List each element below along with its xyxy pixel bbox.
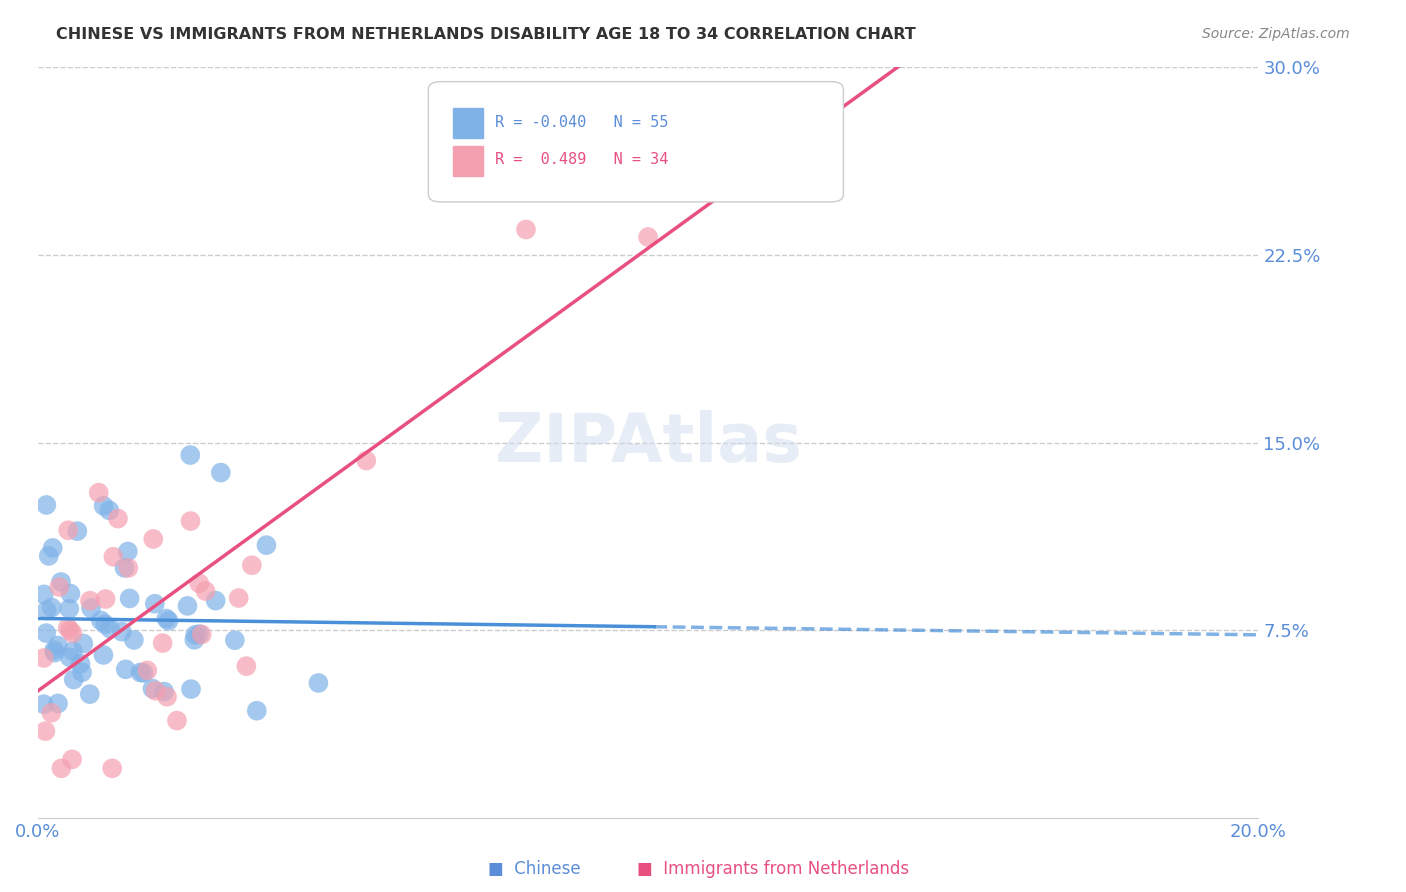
- Point: [70, 665, 93, 680]
- Point: [179, 448, 201, 462]
- Point: [32, 587, 55, 601]
- Point: [32, 697, 55, 711]
- Point: [72, 636, 94, 650]
- Point: [152, 636, 174, 650]
- Point: [60, 752, 83, 766]
- Point: [87, 485, 110, 500]
- Point: [98, 503, 121, 517]
- Point: [111, 624, 134, 639]
- Point: [141, 681, 163, 696]
- Point: [122, 632, 145, 647]
- Point: [114, 561, 136, 575]
- Point: [209, 466, 232, 480]
- Point: [183, 632, 205, 647]
- Point: [180, 514, 202, 528]
- Point: [228, 591, 250, 605]
- Point: [224, 633, 246, 648]
- Text: Source: ZipAtlas.com: Source: ZipAtlas.com: [1202, 27, 1350, 41]
- Text: R =  0.489   N = 34: R = 0.489 N = 34: [495, 153, 669, 168]
- Point: [157, 614, 180, 628]
- Point: [94, 617, 117, 632]
- Text: R = -0.040   N = 55: R = -0.040 N = 55: [495, 115, 669, 129]
- Point: [188, 627, 211, 641]
- Point: [93, 648, 115, 662]
- Point: [180, 682, 202, 697]
- Point: [56, 621, 79, 635]
- Point: [58, 601, 80, 615]
- Point: [98, 622, 121, 636]
- Point: [41, 706, 63, 720]
- Point: [117, 544, 139, 558]
- Point: [80, 601, 103, 615]
- Point: [90, 614, 112, 628]
- Point: [235, 659, 257, 673]
- Point: [49, 574, 72, 589]
- Point: [145, 683, 167, 698]
- Point: [155, 611, 177, 625]
- Point: [194, 584, 217, 599]
- Point: [79, 687, 101, 701]
- Point: [41, 541, 63, 555]
- Point: [136, 664, 159, 678]
- Text: ■  Chinese: ■ Chinese: [488, 860, 581, 878]
- Point: [44, 643, 66, 657]
- Point: [35, 626, 58, 640]
- Point: [637, 230, 659, 244]
- Point: [32, 651, 55, 665]
- Point: [114, 662, 136, 676]
- Point: [79, 593, 101, 607]
- Bar: [453, 108, 484, 138]
- Point: [118, 591, 141, 606]
- Point: [356, 453, 378, 467]
- Text: CHINESE VS IMMIGRANTS FROM NETHERLANDS DISABILITY AGE 18 TO 34 CORRELATION CHART: CHINESE VS IMMIGRANTS FROM NETHERLANDS D…: [56, 27, 915, 42]
- Point: [35, 603, 58, 617]
- Point: [254, 538, 277, 552]
- Point: [129, 665, 152, 680]
- Point: [188, 576, 211, 591]
- Text: ■  Immigrants from Netherlands: ■ Immigrants from Netherlands: [637, 860, 910, 878]
- Point: [46, 697, 69, 711]
- Point: [166, 714, 188, 728]
- FancyBboxPatch shape: [429, 82, 844, 202]
- Point: [143, 597, 166, 611]
- Point: [93, 499, 115, 513]
- Point: [820, 97, 842, 112]
- Point: [107, 511, 129, 525]
- Point: [59, 623, 82, 637]
- Point: [184, 628, 207, 642]
- Point: [142, 532, 165, 546]
- Point: [204, 593, 226, 607]
- Point: [190, 627, 212, 641]
- Point: [515, 222, 537, 236]
- Point: [132, 665, 155, 680]
- Point: [117, 561, 139, 575]
- Point: [66, 524, 89, 538]
- Point: [246, 704, 269, 718]
- Point: [62, 644, 84, 658]
- Point: [69, 657, 91, 671]
- Point: [103, 549, 125, 564]
- Point: [156, 690, 179, 704]
- Point: [59, 586, 82, 600]
- Point: [58, 523, 80, 537]
- Point: [34, 724, 56, 739]
- Point: [38, 549, 60, 563]
- Point: [62, 626, 84, 640]
- Point: [51, 761, 73, 775]
- Point: [94, 592, 117, 607]
- Point: [153, 684, 176, 698]
- Point: [176, 599, 198, 613]
- Text: ZIPAtlas: ZIPAtlas: [495, 409, 801, 475]
- Point: [48, 580, 70, 594]
- Point: [307, 676, 329, 690]
- Point: [62, 673, 84, 687]
- Point: [41, 600, 63, 615]
- Point: [101, 761, 124, 775]
- Point: [59, 650, 82, 665]
- Point: [240, 558, 263, 573]
- Point: [35, 498, 58, 512]
- Point: [44, 646, 66, 660]
- Bar: [453, 145, 484, 176]
- Point: [46, 639, 69, 653]
